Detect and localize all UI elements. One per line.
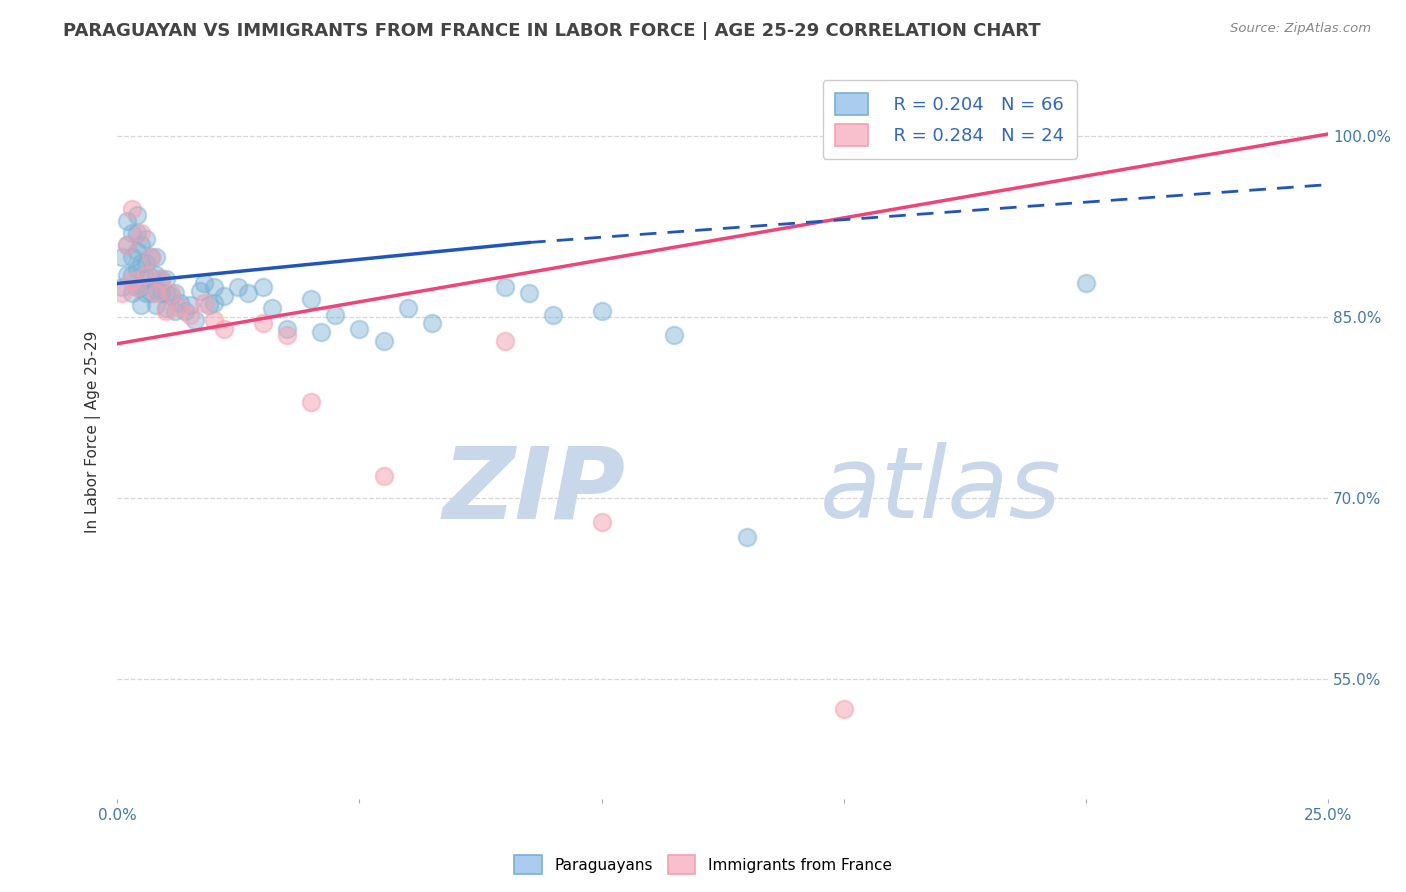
Point [125,280,148,294]
Point [141,286,163,301]
Point [155,271,177,285]
Point [252,316,274,330]
Point [198,298,221,312]
Point [184,312,207,326]
Point [664,328,686,343]
Text: Source: ZipAtlas.com: Source: ZipAtlas.com [1230,22,1371,36]
Point [591,515,613,529]
Point [121,226,143,240]
Point [276,328,298,343]
Point [228,280,250,294]
Point [309,325,332,339]
Point [155,286,177,301]
Point [131,256,153,270]
Text: atlas: atlas [820,442,1062,539]
Point [832,702,855,716]
Point [174,304,197,318]
Point [135,271,157,285]
Point [125,208,148,222]
Point [159,288,181,302]
Point [179,298,201,312]
Point [135,232,157,246]
Point [541,308,564,322]
Point [179,308,201,322]
Point [141,270,163,285]
Text: PARAGUAYAN VS IMMIGRANTS FROM FRANCE IN LABOR FORCE | AGE 25-29 CORRELATION CHAR: PARAGUAYAN VS IMMIGRANTS FROM FRANCE IN … [63,22,1040,40]
Point [373,334,395,349]
Point [202,280,225,294]
Point [1074,277,1097,291]
Point [155,301,177,315]
Point [262,301,284,315]
Legend: Paraguayans, Immigrants from France: Paraguayans, Immigrants from France [509,849,897,880]
Point [188,284,211,298]
Point [115,238,138,252]
Point [276,322,298,336]
Point [155,304,177,318]
Point [202,295,225,310]
Point [135,268,157,282]
Point [131,226,153,240]
Point [145,298,167,312]
Point [165,304,187,318]
Point [125,280,148,294]
Point [111,286,134,301]
Point [202,312,225,326]
Legend:   R = 0.204   N = 66,   R = 0.284   N = 24: R = 0.204 N = 66, R = 0.284 N = 24 [823,80,1077,159]
Y-axis label: In Labor Force | Age 25-29: In Labor Force | Age 25-29 [86,331,101,533]
Point [111,280,134,294]
Point [252,280,274,294]
Point [212,288,235,302]
Point [420,316,443,330]
Point [149,286,172,301]
Point [135,286,157,301]
Point [323,308,346,322]
Point [165,286,187,301]
Point [159,286,181,301]
Point [349,322,371,336]
Point [145,268,167,282]
Point [125,226,148,240]
Point [115,268,138,282]
Point [121,250,143,264]
Point [735,530,758,544]
Point [517,286,540,301]
Point [121,274,143,288]
Point [193,295,215,310]
Point [131,280,153,294]
Point [145,286,167,301]
Point [299,394,322,409]
Point [135,256,157,270]
Point [169,301,191,315]
Point [299,292,322,306]
Point [169,295,191,310]
Point [145,250,167,264]
Point [193,277,215,291]
Point [373,469,395,483]
Point [236,286,259,301]
Point [121,268,143,282]
Point [125,244,148,258]
Point [111,250,134,264]
Point [149,271,172,285]
Point [115,238,138,252]
Point [494,334,516,349]
Point [212,322,235,336]
Text: ZIP: ZIP [443,442,626,539]
Point [125,262,148,277]
Point [149,271,172,285]
Point [396,301,419,315]
Point [121,202,143,216]
Point [141,250,163,264]
Point [145,283,167,297]
Point [131,298,153,312]
Point [121,286,143,301]
Point [141,250,163,264]
Point [494,280,516,294]
Point [591,304,613,318]
Point [115,214,138,228]
Point [131,238,153,252]
